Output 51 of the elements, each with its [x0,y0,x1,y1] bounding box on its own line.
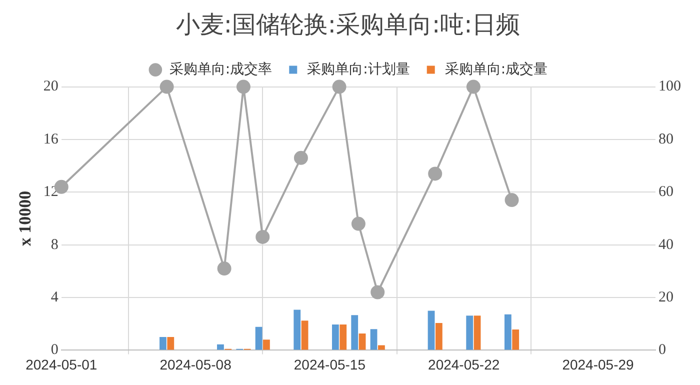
x-tick-label: 2024-05-08 [160,356,232,372]
bar [217,344,224,350]
bar [378,345,385,350]
bar [167,337,174,350]
bar [160,337,166,350]
point [160,80,174,94]
x-tick-label: 2024-05-01 [26,356,98,372]
y-tick-label: 0 [50,342,58,358]
y-tick-label: 4 [50,289,59,306]
point [370,285,385,300]
bar [370,329,378,350]
bar [340,324,347,350]
legend-label: 采购单向:成交量 [444,61,548,78]
point [217,262,232,276]
bar [466,316,474,350]
point [256,230,270,244]
point [351,216,366,231]
point [428,166,442,181]
legend-label: 采购单向:成交率 [169,61,272,78]
y2-tick-label: 80 [658,131,674,148]
bar [428,310,435,350]
bar [332,324,339,350]
x-tick-label: 2024-05-29 [562,356,634,372]
bar [435,322,442,350]
bar [301,320,308,350]
y-tick-label: 16 [43,131,59,148]
point [332,80,346,94]
point [236,80,250,94]
bar [504,314,512,350]
x-tick-label: 2024-05-15 [294,356,366,372]
bar [512,330,520,350]
y2-tick-label: 60 [658,184,674,200]
x-tick-label: 2024-05-22 [428,356,500,372]
y2-tick-label: 20 [658,289,674,306]
bar [263,340,270,350]
y2-tick-label: 100 [658,78,681,95]
y2-tick-label: 40 [658,236,674,253]
point [466,80,480,94]
chart-title: 小麦:国储轮换:采购单向:吨:日频 [176,10,520,39]
bar [351,315,358,350]
bar [358,333,366,350]
point [504,193,519,208]
bar [474,316,481,350]
bar [294,310,301,350]
bar [255,326,262,350]
y-axis-title: x 10000 [16,190,35,246]
legend-label: 采购单向:计划量 [307,61,410,78]
y-tick-label: 8 [50,236,58,253]
y2-tick-label: 0 [658,342,666,358]
point [294,150,308,165]
y-tick-label: 20 [43,78,58,95]
